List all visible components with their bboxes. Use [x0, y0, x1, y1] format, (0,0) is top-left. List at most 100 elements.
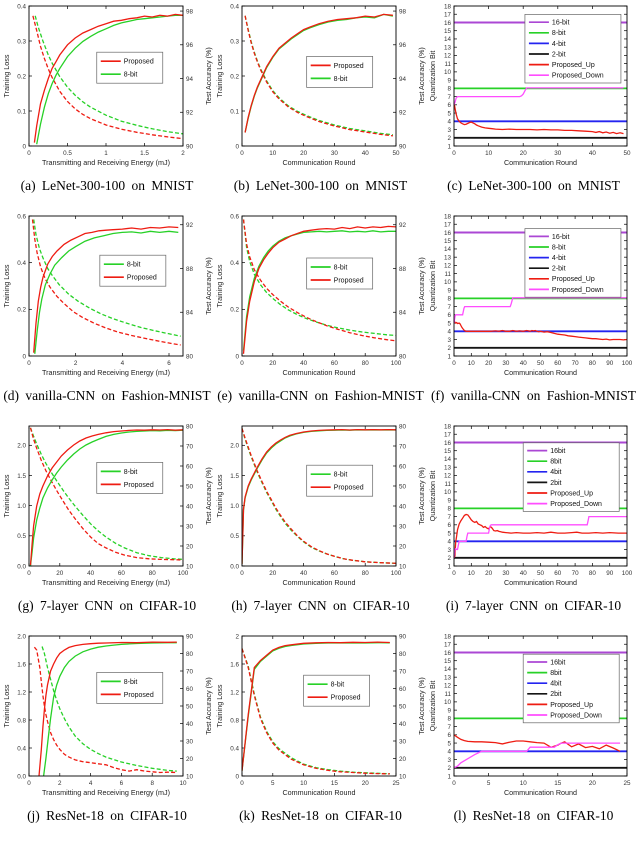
svg-text:10: 10 [444, 279, 452, 286]
svg-text:10: 10 [444, 489, 452, 496]
svg-text:0.6: 0.6 [230, 213, 239, 220]
svg-text:60: 60 [331, 360, 339, 367]
plot-resnet-round: 0 5 10 15 20 25 0 0.4 0.8 1.2 1.6 2 10 20 30 40 50 60 70 80… [215, 633, 426, 797]
svg-text:80: 80 [362, 360, 370, 367]
svg-text:60: 60 [331, 570, 339, 577]
svg-text:10: 10 [468, 570, 476, 577]
svg-text:90: 90 [399, 633, 407, 640]
svg-text:7: 7 [447, 724, 451, 731]
svg-text:8bit: 8bit [550, 459, 561, 466]
svg-text:10: 10 [520, 780, 528, 787]
plot-resnet-quantbit: 0 5 10 15 20 25123456789101112131415161718Com… [428, 633, 631, 797]
svg-text:Communication Round: Communication Round [504, 158, 577, 167]
svg-text:1: 1 [447, 353, 451, 360]
svg-text:94: 94 [186, 76, 194, 83]
svg-text:2: 2 [447, 345, 451, 352]
svg-text:0.4: 0.4 [230, 260, 239, 267]
svg-text:12: 12 [444, 473, 452, 480]
svg-text:8-bit: 8-bit [123, 469, 137, 476]
svg-text:25: 25 [623, 780, 631, 787]
svg-text:11: 11 [444, 481, 451, 488]
svg-text:Proposed_Down: Proposed_Down [552, 73, 604, 80]
plot-vanillacnn-round: 0 20 40 60 80 10000.20.40.680848892Communicat… [215, 213, 426, 377]
svg-text:9: 9 [447, 497, 451, 504]
svg-text:6: 6 [447, 522, 451, 529]
svg-text:70: 70 [399, 443, 407, 450]
svg-text:40: 40 [520, 570, 528, 577]
svg-text:Test Accuracy (%): Test Accuracy (%) [417, 467, 426, 525]
svg-text:70: 70 [572, 360, 580, 367]
svg-text:0: 0 [235, 773, 239, 780]
svg-text:1.0: 1.0 [17, 503, 26, 510]
svg-text:14: 14 [444, 666, 452, 673]
svg-text:0.2: 0.2 [230, 73, 239, 80]
plot-vanillacnn-quantbit: 0 10 20 30 40 50 60 70 80 90 100123456789101112131… [428, 213, 633, 377]
subplot-g: 0 20 40 60 80 100 0.0 0.5 1.0 1.5 2.0 10 20 30 40 50 60 7… [0, 420, 214, 630]
svg-text:2bit: 2bit [550, 480, 561, 487]
svg-text:Training Loss: Training Loss [215, 474, 224, 517]
svg-text:Training Loss: Training Loss [2, 684, 11, 727]
svg-text:88: 88 [399, 266, 407, 273]
svg-text:16: 16 [444, 650, 452, 657]
svg-text:60: 60 [117, 570, 125, 577]
svg-text:80: 80 [399, 353, 407, 360]
svg-text:Communication Round: Communication Round [282, 158, 355, 167]
svg-text:10: 10 [485, 150, 493, 157]
svg-text:0: 0 [240, 780, 244, 787]
svg-text:16: 16 [444, 230, 452, 237]
svg-text:0.0: 0.0 [17, 773, 26, 780]
svg-text:20: 20 [399, 543, 407, 550]
svg-text:Proposed: Proposed [334, 277, 364, 284]
svg-text:10: 10 [399, 563, 407, 570]
svg-text:92: 92 [186, 110, 194, 117]
svg-text:80: 80 [186, 423, 194, 430]
svg-text:Test Accuracy (%): Test Accuracy (%) [204, 47, 213, 105]
svg-text:0.5: 0.5 [230, 533, 239, 540]
subplot-b: 0 10 20 30 40 50 0 0.1 0.2 0.3 0.4 90 92 94 96 98 Commun… [214, 0, 427, 210]
subplot-i-caption: (i) 7-layer CNN on CIFAR-10 [445, 598, 622, 613]
svg-text:10: 10 [444, 699, 452, 706]
svg-text:15: 15 [444, 238, 452, 245]
svg-text:2: 2 [447, 135, 451, 142]
svg-text:8-bit: 8-bit [331, 682, 345, 689]
svg-text:30: 30 [554, 150, 562, 157]
svg-text:Communication Round: Communication Round [504, 578, 577, 587]
svg-text:Training Loss: Training Loss [215, 54, 224, 97]
svg-text:92: 92 [399, 222, 407, 229]
svg-text:0.2: 0.2 [17, 73, 26, 80]
svg-text:4: 4 [447, 749, 451, 756]
plot-lenet-energy: 0 0.5 1 1.5 2 0 0.1 0.2 0.3 0.4 90 92 94 96 98 Transmit… [2, 3, 213, 167]
svg-text:0: 0 [27, 780, 31, 787]
svg-text:Test Accuracy (%): Test Accuracy (%) [204, 257, 213, 315]
svg-text:60: 60 [554, 570, 562, 577]
svg-text:2: 2 [181, 150, 185, 157]
svg-text:3: 3 [447, 547, 451, 554]
subplot-c-caption: (c) LeNet-300-100 on MNIST [447, 178, 620, 193]
svg-text:1: 1 [104, 150, 108, 157]
svg-text:1.5: 1.5 [17, 473, 26, 480]
svg-text:4: 4 [447, 329, 451, 336]
plot-7layercnn-round: 0 20 40 60 80 100 0.0 0.5 1.0 1.5 2.0 10 20 30 40 50 60 7… [215, 423, 426, 587]
svg-text:90: 90 [399, 143, 407, 150]
svg-text:40: 40 [186, 503, 194, 510]
svg-text:2bit: 2bit [550, 691, 561, 698]
svg-text:1.5: 1.5 [230, 473, 239, 480]
svg-text:40: 40 [399, 503, 407, 510]
svg-text:10: 10 [186, 773, 194, 780]
svg-text:Training Loss: Training Loss [215, 264, 224, 307]
svg-text:0: 0 [452, 360, 456, 367]
svg-text:0.2: 0.2 [230, 307, 239, 314]
svg-text:Proposed: Proposed [123, 692, 153, 699]
svg-text:8-bit: 8-bit [123, 679, 137, 686]
svg-text:90: 90 [186, 143, 194, 150]
plot-resnet-energy: 0 2 4 6 8 10 0.0 0.4 0.8 1.2 1.6 2.0 10 20 30 40 50 60 70 8… [2, 633, 213, 797]
svg-text:18: 18 [444, 213, 452, 220]
plot-lenet-quantbit: 0 10 20 30 40 50123456789101112131415161718Co… [428, 3, 631, 167]
svg-text:0.5: 0.5 [17, 533, 26, 540]
subplot-f: 0 10 20 30 40 50 60 70 80 90 100 1 2 3 4 5 6 7 8 9 10 11 12 13 1… [427, 210, 640, 420]
svg-text:20: 20 [56, 570, 64, 577]
subplot-a-caption: (a) LeNet-300-100 on MNIST [20, 178, 194, 193]
subplot-e-caption: (e) vanilla-CNN on Fashion-MNIST [217, 388, 424, 403]
svg-text:14: 14 [444, 246, 452, 253]
svg-text:13: 13 [444, 674, 452, 681]
